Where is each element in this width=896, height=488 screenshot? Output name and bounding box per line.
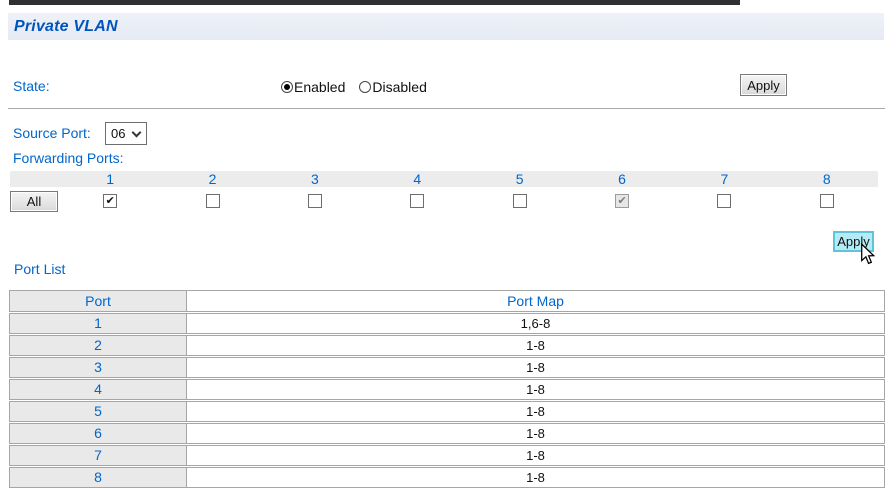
table-row: 4 1-8 — [9, 379, 885, 400]
radio-enabled-icon[interactable] — [281, 81, 293, 93]
radio-enabled-label: Enabled — [294, 79, 346, 95]
port-checkbox[interactable] — [205, 194, 220, 208]
column-header-port-map: Port Map — [187, 291, 884, 311]
port-checkbox-cell: ✔ — [571, 194, 673, 209]
table-row: 3 1-8 — [9, 357, 885, 378]
radio-disabled-label: Disabled — [372, 79, 427, 95]
cell-port-map: 1-8 — [526, 448, 545, 463]
table-header-row: Port Port Map — [9, 290, 885, 312]
forwarding-ports-label: Forwarding Ports: — [13, 150, 124, 166]
table-row: 5 1-8 — [9, 401, 885, 422]
port-checkbox-cell — [264, 194, 366, 209]
cell-port: 1 — [10, 314, 187, 333]
port-checkbox-row: ✔ ✔ — [59, 194, 878, 209]
table-row: 2 1-8 — [9, 335, 885, 356]
radio-option-disabled[interactable]: Disabled — [359, 79, 427, 95]
column-header-port: Port — [10, 291, 187, 311]
cell-port: 2 — [10, 336, 187, 355]
port-number-label: 4 — [413, 171, 422, 187]
port-checkbox-cell — [469, 194, 571, 209]
port-checkbox-cell — [673, 194, 775, 209]
cell-port-map: 1-8 — [526, 470, 545, 485]
port-checkbox[interactable] — [307, 194, 322, 208]
port-number-label: 7 — [720, 171, 729, 187]
cell-port-map: 1-8 — [526, 338, 545, 353]
state-apply-button[interactable]: Apply — [740, 74, 787, 96]
source-port-label: Source Port: — [13, 125, 91, 141]
port-checkbox[interactable] — [717, 194, 732, 208]
port-list-title: Port List — [14, 261, 66, 277]
port-number-label: 1 — [106, 171, 115, 187]
page-title-bar: Private VLAN — [8, 13, 884, 40]
port-checkbox-cell — [776, 194, 878, 209]
cell-port: 4 — [10, 380, 187, 399]
radio-option-enabled[interactable]: Enabled — [281, 79, 345, 95]
cell-port-map: 1-8 — [526, 382, 545, 397]
port-number-label: 2 — [208, 171, 217, 187]
source-port-value: 06 — [111, 126, 126, 141]
radio-disabled-icon[interactable] — [359, 81, 372, 93]
port-number-label: 6 — [618, 171, 626, 187]
top-bar — [9, 0, 740, 5]
chevron-down-icon — [131, 127, 142, 137]
cell-port: 7 — [10, 446, 187, 465]
port-number-strip — [10, 171, 878, 187]
port-checkbox-cell — [366, 194, 468, 209]
port-number-label: 5 — [515, 171, 524, 187]
all-ports-button[interactable]: All — [10, 191, 58, 212]
port-number-label: 3 — [311, 171, 319, 187]
cell-port: 3 — [10, 358, 187, 377]
port-checkbox: ✔ — [615, 194, 630, 208]
table-row: 7 1-8 — [9, 445, 885, 466]
port-list-table: Port Port Map 1 1,6-8 2 1-8 3 1-8 4 1-8 5 1-8 6 1-8… — [9, 290, 885, 488]
state-label: State: — [13, 78, 50, 94]
cell-port: 5 — [10, 402, 187, 421]
state-radio-group: Enabled Disabled — [281, 79, 427, 95]
port-checkbox[interactable] — [512, 194, 527, 208]
table-row: 6 1-8 — [9, 423, 885, 444]
port-checkbox[interactable] — [819, 194, 834, 208]
port-checkbox[interactable] — [410, 194, 425, 208]
page-title: Private VLAN — [14, 17, 118, 35]
port-checkbox-cell — [161, 194, 263, 209]
table-row: 1 1,6-8 — [9, 313, 885, 334]
port-number-label: 8 — [822, 171, 831, 187]
port-checkbox[interactable]: ✔ — [103, 194, 118, 208]
separator-line — [8, 108, 885, 109]
cell-port-map: 1-8 — [526, 404, 545, 419]
cell-port: 6 — [10, 424, 187, 443]
source-port-select[interactable]: 06 — [105, 122, 147, 145]
port-checkbox-cell: ✔ — [59, 194, 161, 209]
cell-port-map: 1,6-8 — [520, 316, 551, 331]
table-row: 8 1-8 — [9, 467, 885, 488]
cell-port: 8 — [10, 468, 187, 487]
cell-port-map: 1-8 — [526, 360, 545, 375]
forwarding-apply-button[interactable]: Apply — [833, 231, 874, 252]
port-number-row: 1 2 3 4 5 6 7 8 — [59, 171, 878, 187]
cell-port-map: 1-8 — [526, 426, 545, 441]
